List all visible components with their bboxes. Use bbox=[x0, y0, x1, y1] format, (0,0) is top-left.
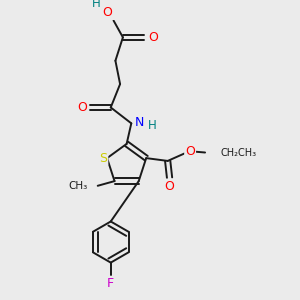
Text: O: O bbox=[185, 145, 195, 158]
Text: F: F bbox=[107, 277, 114, 290]
Text: O: O bbox=[102, 6, 112, 19]
Text: H: H bbox=[92, 0, 101, 10]
Text: CH₂CH₃: CH₂CH₃ bbox=[220, 148, 256, 158]
Text: O: O bbox=[148, 31, 158, 44]
Text: N: N bbox=[135, 116, 144, 129]
Text: CH₃: CH₃ bbox=[68, 181, 87, 191]
Text: O: O bbox=[77, 101, 87, 114]
Text: S: S bbox=[99, 152, 107, 165]
Text: H: H bbox=[148, 119, 157, 132]
Text: O: O bbox=[165, 180, 175, 193]
